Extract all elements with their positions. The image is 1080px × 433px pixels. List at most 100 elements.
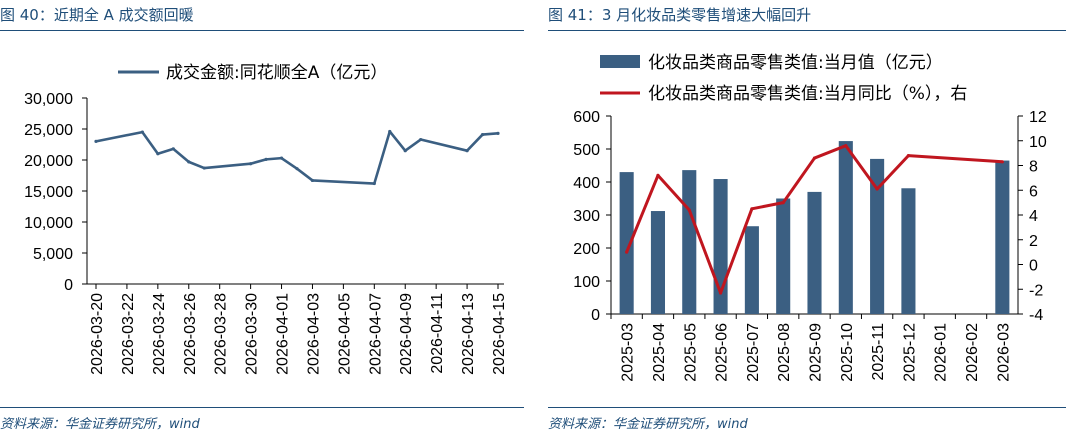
yoy-point (781, 201, 785, 205)
x-tick-label: 2026-03-28 (213, 293, 230, 375)
right-combo-chart: 0 100 200 300 400 500 600 -4 -2 0 2 4 6 8 10 12 2025-03 2… (573, 53, 1047, 382)
data-point (202, 166, 206, 170)
x-tick-label: 2025-09 (808, 323, 825, 382)
x-tick-label: 2026-03-24 (151, 293, 168, 375)
x-tick-label: 2026-02 (964, 323, 981, 382)
x-tick-label: 2025-06 (714, 323, 731, 382)
data-point (187, 160, 191, 164)
legend-bar-swatch (600, 55, 640, 68)
bar (807, 191, 822, 314)
legend-bar-label: 化妆品类商品零售类值:当月值（亿元） (648, 53, 943, 73)
bar (682, 170, 697, 314)
series-line (95, 130, 499, 185)
left-y-tick-label: 500 (573, 142, 600, 159)
right-y-tick-label: 12 (1029, 109, 1047, 126)
x-tick-label: 2025-05 (682, 323, 699, 382)
x-tick-label: 2025-04 (651, 323, 668, 382)
left-y-tick-label: 400 (573, 175, 600, 192)
data-point (480, 132, 485, 137)
right-source-rule (548, 407, 1066, 408)
left-y-tick-label: 300 (573, 208, 600, 225)
yoy-point (875, 187, 879, 191)
right-y-tick-label: 2 (1029, 233, 1038, 250)
legend-label: 成交金额:同花顺全A（亿元） (166, 63, 387, 83)
bar (901, 188, 916, 314)
right-source-note: 资料来源：华金证券研究所，wind (548, 417, 748, 432)
yoy-point (687, 208, 691, 212)
y-tick-label: 5,000 (33, 246, 73, 263)
bar (838, 141, 853, 314)
data-point (372, 181, 376, 186)
left-source-rule (0, 407, 524, 408)
right-y-tick-label: -4 (1029, 307, 1043, 324)
data-point (310, 178, 315, 183)
y-tick-label: 30,000 (24, 91, 73, 108)
right-y-tick-label: 6 (1029, 183, 1038, 200)
data-point (94, 139, 98, 143)
y-tick-label: 15,000 (24, 184, 73, 201)
x-tick-label: 2026-03-30 (244, 293, 261, 375)
x-tick-label: 2026-04-11 (429, 293, 446, 374)
right-y-tick-label: -2 (1029, 282, 1043, 299)
x-tick-label: 2026-04-03 (305, 293, 322, 375)
bar (650, 211, 666, 314)
x-tick-label: 2026-04-09 (398, 293, 415, 375)
x-tick-label: 2026-04-15 (491, 293, 508, 375)
data-point (496, 131, 500, 135)
yoy-point (844, 144, 848, 148)
x-tick-label: 2025-12 (901, 323, 918, 382)
x-tick-label: 2025-08 (776, 323, 793, 382)
yoy-point (625, 250, 629, 254)
x-tick-label: 2026-01 (933, 323, 950, 382)
left-chart-title: 图 40：近期全 A 成交额回暖 (0, 6, 194, 24)
data-point (264, 157, 268, 161)
x-tick-label: 2026-03-22 (120, 293, 137, 375)
bar (995, 160, 1010, 314)
bar (776, 198, 791, 314)
right-chart-title: 图 41：3 月化妆品类零售增速大幅回升 (548, 6, 812, 24)
data-point (249, 162, 253, 166)
bar (744, 226, 759, 314)
data-point (279, 156, 284, 160)
y-tick-label: 10,000 (24, 215, 73, 232)
y-tick-label: 20,000 (24, 153, 73, 170)
legend-line-label: 化妆品类商品零售类值:当月同比（%），右 (648, 84, 967, 104)
data-point (419, 137, 423, 142)
data-point (465, 149, 469, 153)
right-y-tick-label: 10 (1029, 134, 1047, 151)
right-y-tick-label: 0 (1029, 258, 1038, 275)
data-point (156, 152, 160, 156)
bar (619, 172, 634, 314)
x-tick-label: 2025-10 (839, 323, 856, 382)
yoy-point (656, 173, 660, 177)
left-y-tick-label: 100 (573, 274, 600, 291)
right-y-tick-label: 8 (1029, 159, 1038, 176)
right-title-rule (548, 30, 1066, 31)
yoy-point (906, 154, 911, 158)
yoy-point (812, 156, 817, 160)
x-tick-label: 2025-03 (620, 323, 637, 382)
left-y-tick-label: 200 (573, 241, 600, 258)
x-tick-label: 2026-03-20 (89, 293, 106, 375)
right-chart-panel: 图 41：3 月化妆品类零售增速大幅回升 0 100 200 300 400 500 600… (548, 0, 1080, 433)
data-point (403, 149, 407, 153)
data-point (295, 167, 299, 171)
data-point (388, 129, 392, 134)
yoy-point (718, 291, 723, 295)
left-source-note: 资料来源：华金证券研究所，wind (0, 417, 200, 432)
x-tick-label: 2026-03-26 (182, 293, 199, 375)
y-tick-label: 0 (64, 277, 73, 294)
left-line-chart: 0 5,000 10,000 15,000 20,000 25,000 30,000 2026… (24, 63, 508, 375)
x-tick-label: 2026-03 (995, 323, 1012, 382)
left-y-tick-label: 600 (573, 109, 600, 126)
x-tick-label: 2025-11 (870, 323, 887, 381)
x-tick-label: 2026-04-07 (367, 293, 384, 375)
data-point (171, 147, 175, 151)
yoy-point (750, 207, 754, 211)
x-tick-label: 2026-04-05 (336, 293, 353, 375)
left-y-tick-label: 0 (591, 307, 600, 324)
yoy-point (1000, 160, 1004, 164)
right-y-tick-label: 4 (1029, 208, 1038, 225)
left-chart-panel: 图 40：近期全 A 成交额回暖 0 5,000 10,000 15,000 20,00… (0, 0, 532, 433)
x-tick-label: 2026-04-13 (460, 293, 477, 375)
